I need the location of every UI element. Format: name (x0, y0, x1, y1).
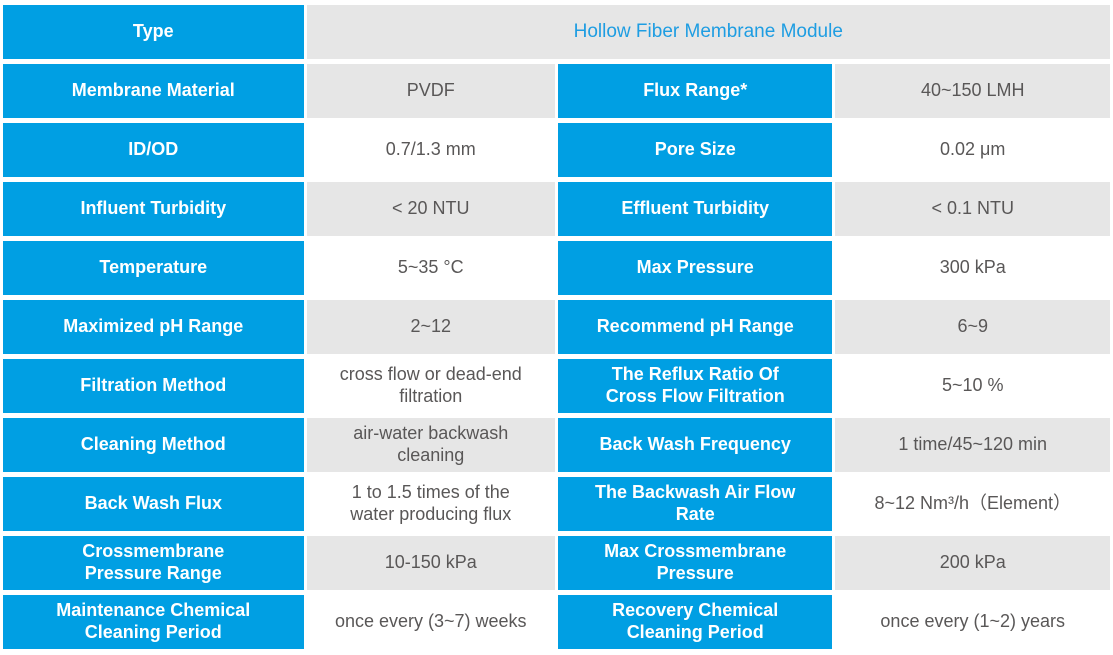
spec-label-influent-turbidity: Influent Turbidity (3, 182, 304, 236)
spec-label-temperature: Temperature (3, 241, 304, 295)
spec-value-backwash-air-flow-rate: 8~12 Nm³/h（Element） (835, 477, 1110, 531)
table-row: Filtration Method cross flow or dead-end… (3, 359, 1110, 413)
spec-label-max-pressure: Max Pressure (557, 241, 833, 295)
table-row: Maintenance Chemical Cleaning Period onc… (3, 595, 1110, 649)
spec-label-type: Type (3, 5, 304, 59)
table-row: Maximized pH Range 2~12 Recommend pH Ran… (3, 300, 1110, 354)
spec-label-filtration-method: Filtration Method (3, 359, 304, 413)
spec-label-max-crossmembrane-pressure: Max Crossmembrane Pressure (557, 536, 833, 590)
table-row: Back Wash Flux 1 to 1.5 times of the wat… (3, 477, 1110, 531)
spec-value-effluent-turbidity: < 0.1 NTU (835, 182, 1110, 236)
spec-label-id-od: ID/OD (3, 123, 304, 177)
spec-label-pore-size: Pore Size (557, 123, 833, 177)
table-row-type: Type Hollow Fiber Membrane Module (3, 5, 1110, 59)
spec-label-back-wash-frequency: Back Wash Frequency (557, 418, 833, 472)
spec-value-filtration-method: cross flow or dead-end filtration (306, 359, 555, 413)
spec-value-reflux-ratio: 5~10 % (835, 359, 1110, 413)
spec-label-flux-range: Flux Range* (557, 64, 833, 118)
spec-value-maximized-ph-range: 2~12 (306, 300, 555, 354)
spec-label-back-wash-flux: Back Wash Flux (3, 477, 304, 531)
table-row: Temperature 5~35 °C Max Pressure 300 kPa (3, 241, 1110, 295)
spec-value-id-od: 0.7/1.3 mm (306, 123, 555, 177)
table-row: Crossmembrane Pressure Range 10-150 kPa … (3, 536, 1110, 590)
spec-label-backwash-air-flow-rate: The Backwash Air Flow Rate (557, 477, 833, 531)
spec-value-temperature: 5~35 °C (306, 241, 555, 295)
spec-value-recovery-chemical-cleaning-period: once every (1~2) years (835, 595, 1110, 649)
spec-value-max-crossmembrane-pressure: 200 kPa (835, 536, 1110, 590)
spec-value-crossmembrane-pressure-range: 10-150 kPa (306, 536, 555, 590)
table-row: Membrane Material PVDF Flux Range* 40~15… (3, 64, 1110, 118)
spec-label-crossmembrane-pressure-range: Crossmembrane Pressure Range (3, 536, 304, 590)
spec-label-recovery-chemical-cleaning-period: Recovery Chemical Cleaning Period (557, 595, 833, 649)
spec-label-membrane-material: Membrane Material (3, 64, 304, 118)
spec-value-recommend-ph-range: 6~9 (835, 300, 1110, 354)
spec-value-back-wash-frequency: 1 time/45~120 min (835, 418, 1110, 472)
spec-label-effluent-turbidity: Effluent Turbidity (557, 182, 833, 236)
spec-value-cleaning-method: air-water backwash cleaning (306, 418, 555, 472)
table-row: Cleaning Method air-water backwash clean… (3, 418, 1110, 472)
spec-label-cleaning-method: Cleaning Method (3, 418, 304, 472)
spec-label-reflux-ratio: The Reflux Ratio Of Cross Flow Filtratio… (557, 359, 833, 413)
spec-value-max-pressure: 300 kPa (835, 241, 1110, 295)
spec-value-back-wash-flux: 1 to 1.5 times of the water producing fl… (306, 477, 555, 531)
table-row: Influent Turbidity < 20 NTU Effluent Tur… (3, 182, 1110, 236)
spec-value-influent-turbidity: < 20 NTU (306, 182, 555, 236)
spec-value-flux-range: 40~150 LMH (835, 64, 1110, 118)
table-title: Hollow Fiber Membrane Module (306, 5, 1110, 59)
spec-value-maintenance-chemical-cleaning-period: once every (3~7) weeks (306, 595, 555, 649)
spec-value-membrane-material: PVDF (306, 64, 555, 118)
spec-label-maximized-ph-range: Maximized pH Range (3, 300, 304, 354)
spec-label-maintenance-chemical-cleaning-period: Maintenance Chemical Cleaning Period (3, 595, 304, 649)
spec-value-pore-size: 0.02 μm (835, 123, 1110, 177)
table-row: ID/OD 0.7/1.3 mm Pore Size 0.02 μm (3, 123, 1110, 177)
spec-label-recommend-ph-range: Recommend pH Range (557, 300, 833, 354)
